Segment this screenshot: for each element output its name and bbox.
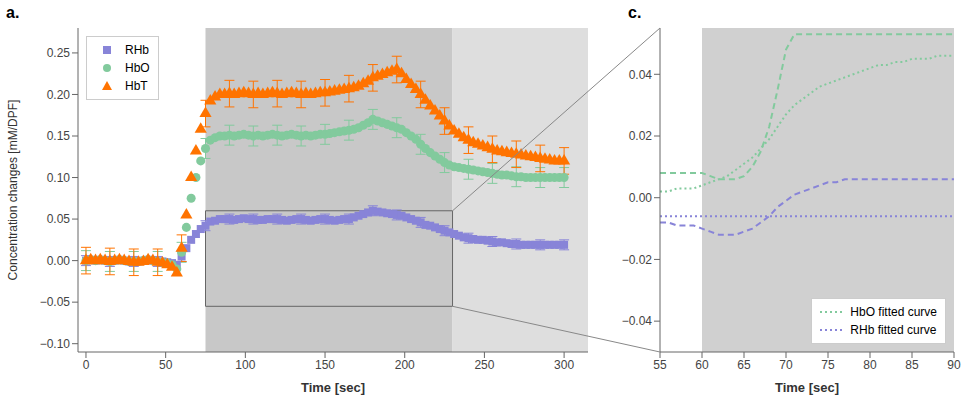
svg-text:0.00: 0.00 — [47, 254, 71, 268]
html-text:RHb fitted curve: RHb fitted curve — [850, 323, 937, 337]
svg-text:85: 85 — [905, 358, 919, 372]
svg-text:Time [sec]: Time [sec] — [301, 380, 365, 395]
svg-text:0.04: 0.04 — [629, 68, 653, 82]
html-text:a.: a. — [6, 4, 20, 21]
svg-text:Time [sec]: Time [sec] — [775, 380, 839, 395]
svg-text:0.02: 0.02 — [629, 129, 653, 143]
svg-text:0.10: 0.10 — [47, 171, 71, 185]
svg-text:−0.10: −0.10 — [40, 337, 71, 351]
svg-text:150: 150 — [315, 358, 335, 372]
svg-text:−0.02: −0.02 — [622, 253, 653, 267]
svg-text:80: 80 — [863, 358, 877, 372]
svg-text:0.05: 0.05 — [47, 212, 71, 226]
svg-text:65: 65 — [737, 358, 751, 372]
svg-text:0.15: 0.15 — [47, 129, 71, 143]
svg-text:0.25: 0.25 — [47, 46, 71, 60]
svg-text:250: 250 — [474, 358, 494, 372]
html-text:RHb: RHb — [125, 43, 149, 57]
svg-text:60: 60 — [695, 358, 709, 372]
html-text:c.: c. — [628, 4, 642, 21]
svg-text:−0.05: −0.05 — [40, 295, 71, 309]
svg-text:75: 75 — [821, 358, 835, 372]
svg-text:70: 70 — [779, 358, 793, 372]
html-text:HbT: HbT — [125, 79, 148, 93]
svg-text:55: 55 — [653, 358, 667, 372]
svg-text:300: 300 — [554, 358, 574, 372]
svg-text:90: 90 — [947, 358, 961, 372]
svg-text:0.20: 0.20 — [47, 88, 71, 102]
svg-text:Concentration changes [mM/DPF]: Concentration changes [mM/DPF] — [8, 100, 20, 281]
svg-text:0: 0 — [83, 358, 90, 372]
svg-text:100: 100 — [235, 358, 255, 372]
html-text:HbO: HbO — [125, 61, 150, 75]
html-text:HbO fitted curve: HbO fitted curve — [850, 305, 937, 319]
svg-text:−0.04: −0.04 — [622, 314, 653, 328]
svg-text:50: 50 — [159, 358, 173, 372]
svg-text:0.00: 0.00 — [629, 191, 653, 205]
svg-text:200: 200 — [395, 358, 415, 372]
